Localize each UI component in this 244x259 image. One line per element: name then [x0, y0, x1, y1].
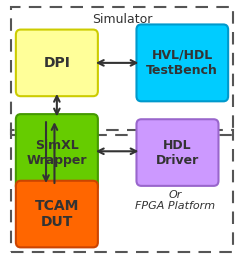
FancyBboxPatch shape: [16, 114, 98, 191]
Text: HVL/HDL
TestBench: HVL/HDL TestBench: [146, 49, 218, 77]
FancyBboxPatch shape: [16, 30, 98, 96]
Text: DPI: DPI: [43, 56, 70, 70]
Text: Emulator
Or
FPGA Platform: Emulator Or FPGA Platform: [135, 178, 215, 212]
Text: TCAM
DUT: TCAM DUT: [35, 199, 79, 229]
FancyBboxPatch shape: [16, 181, 98, 247]
FancyBboxPatch shape: [136, 119, 218, 186]
Text: SimXL
Wrapper: SimXL Wrapper: [27, 139, 87, 167]
Text: Simulator: Simulator: [92, 13, 152, 26]
FancyBboxPatch shape: [136, 24, 228, 101]
Text: HDL
Driver: HDL Driver: [156, 139, 199, 167]
